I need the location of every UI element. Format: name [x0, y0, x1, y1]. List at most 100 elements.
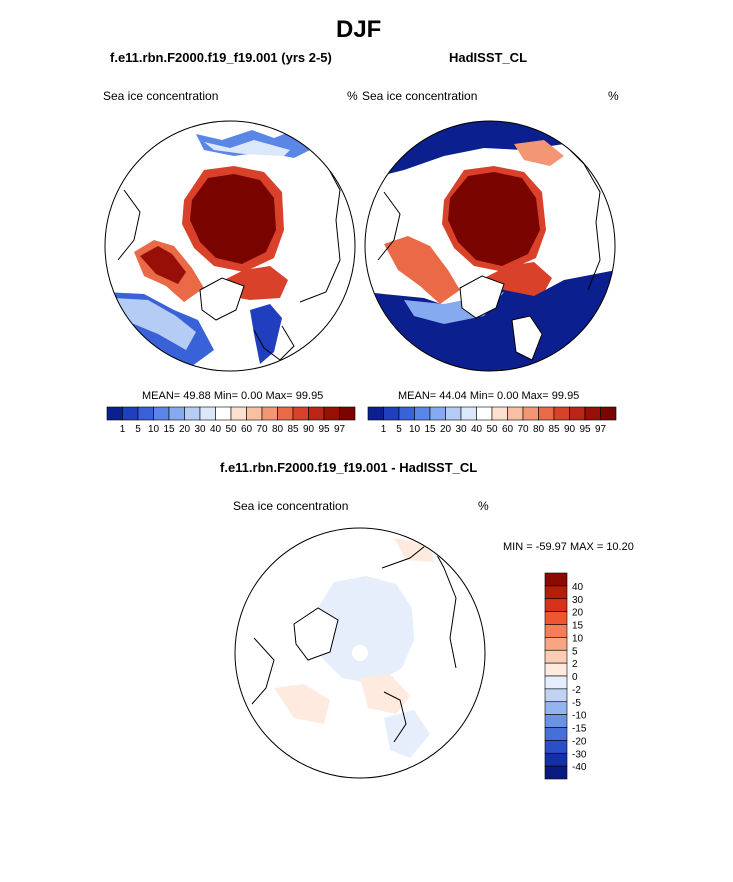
colorbar-swatch — [168, 406, 185, 421]
colorbar-swatch — [199, 406, 216, 421]
panel-right-units: % — [608, 89, 619, 103]
panel-left-units: % — [347, 89, 358, 103]
panel-left-stats: MEAN= 49.88 Min= 0.00 Max= 99.95 — [142, 390, 324, 402]
atlantic-ice-inner — [140, 246, 186, 284]
colorbar-tick-label: 10 — [409, 424, 421, 435]
panel-right-map — [364, 120, 616, 372]
pacific-ice-inner — [204, 140, 290, 156]
colorbar-tick-label: -30 — [572, 749, 587, 760]
colorbar-tick-label: 80 — [272, 424, 284, 435]
colorbar-tick-label: 30 — [455, 424, 467, 435]
colorbar-swatch — [544, 624, 568, 638]
panel-left-colorbar: 1 5 10 15 20 30 40 50 60 70 80 85 90 95 97 — [106, 406, 356, 435]
colorbar-swatch — [106, 406, 123, 421]
colorbar-tick-label: -40 — [572, 762, 587, 773]
colorbar-swatch — [544, 714, 568, 728]
colorbar-swatch — [544, 649, 568, 664]
colorbar-tick-label: 30 — [572, 595, 584, 606]
colorbar-swatch — [246, 406, 263, 421]
atlantic-ice-band — [384, 236, 460, 304]
colorbar-swatch — [398, 406, 415, 421]
colorbar-tick-label: 10 — [148, 424, 160, 435]
colorbar-swatch — [544, 572, 568, 587]
colorbar-swatch — [491, 406, 508, 421]
scandinavia-coastline — [383, 691, 407, 743]
colorbar-tick-label: 90 — [564, 424, 576, 435]
colorbar-tick-label: -10 — [572, 711, 587, 722]
america-coastline — [117, 189, 141, 261]
colorbar-swatch — [544, 752, 568, 767]
colorbar-tick-label: 20 — [179, 424, 191, 435]
colorbar-swatch — [544, 727, 568, 741]
colorbar-tick-label: 97 — [334, 424, 346, 435]
america-coastline — [377, 191, 401, 261]
colorbar-swatch — [553, 406, 570, 421]
colorbar-tick-label: -15 — [572, 724, 587, 735]
colorbar-swatch — [383, 406, 400, 421]
colorbar-swatch — [429, 406, 446, 421]
colorbar-swatch — [544, 637, 568, 651]
panel-right-case-title: HadISST_CL — [449, 50, 528, 65]
colorbar-tick-label: 70 — [517, 424, 529, 435]
colorbar-tick-label: 60 — [241, 424, 253, 435]
colorbar-swatch — [507, 406, 524, 421]
colorbar-swatch — [308, 406, 325, 421]
colorbar-tick-label: 30 — [194, 424, 206, 435]
colorbar-swatch — [544, 701, 568, 715]
colorbar-tick-label: 97 — [595, 424, 607, 435]
colorbar-tick-label: 40 — [471, 424, 483, 435]
colorbar-tick-label: 50 — [225, 424, 237, 435]
colorbar-tick-label: 85 — [548, 424, 560, 435]
colorbar-swatch — [292, 406, 309, 421]
colorbar-tick-label: 15 — [572, 621, 584, 632]
colorbar-swatch — [122, 406, 139, 421]
colorbar-tick-label: 40 — [572, 582, 584, 593]
panel-left-case-title: f.e11.rbn.F2000.f19_f19.001 (yrs 2-5) — [110, 50, 332, 65]
colorbar-swatch — [184, 406, 201, 421]
colorbar-tick-label: 40 — [210, 424, 222, 435]
colorbar-tick-label: 80 — [533, 424, 545, 435]
okhotsk-ice — [250, 304, 282, 364]
colorbar-swatch — [339, 406, 356, 421]
nordic-diff-negative — [384, 710, 430, 758]
colorbar-swatch — [544, 688, 568, 703]
colorbar-tick-label: 5 — [135, 424, 141, 435]
colorbar-swatch — [215, 406, 232, 421]
colorbar-tick-label: 85 — [287, 424, 299, 435]
colorbar-tick-label: 95 — [579, 424, 591, 435]
colorbar-swatch — [522, 406, 539, 421]
colorbar-swatch — [277, 406, 294, 421]
scandinavia-coastline — [253, 325, 295, 361]
america-coastline — [251, 637, 275, 705]
panel-right-colorbar: 1 5 10 15 20 30 40 50 60 70 80 85 90 95 97 — [367, 406, 617, 435]
colorbar-tick-label: 20 — [440, 424, 452, 435]
pole-hole — [352, 645, 368, 661]
panel-left-map — [104, 120, 356, 372]
colorbar-swatch — [414, 406, 431, 421]
colorbar-swatch — [367, 406, 384, 421]
colorbar-swatch — [544, 598, 568, 612]
colorbar-tick-label: 5 — [572, 646, 578, 657]
colorbar-swatch — [544, 585, 568, 600]
colorbar-tick-label: 90 — [303, 424, 315, 435]
barents-diff-positive — [360, 674, 410, 714]
atlantic-diff-positive — [274, 684, 330, 724]
arctic-ice-core — [448, 172, 540, 266]
panel-left-variable-label: Sea ice concentration — [103, 89, 219, 103]
atlantic-marginal-ice-light — [114, 298, 196, 350]
colorbar-swatch — [544, 675, 568, 690]
colorbar-tick-label: 1 — [120, 424, 126, 435]
colorbar-tick-label: 5 — [396, 424, 402, 435]
colorbar-tick-label: 60 — [502, 424, 514, 435]
colorbar-swatch — [261, 406, 278, 421]
colorbar-swatch — [544, 662, 568, 677]
colorbar-swatch — [544, 765, 568, 780]
colorbar-tick-label: 20 — [572, 608, 584, 619]
difference-variable-label: Sea ice concentration — [233, 499, 349, 513]
colorbar-tick-label: -5 — [572, 698, 581, 709]
panel-right-stats: MEAN= 44.04 Min= 0.00 Max= 99.95 — [398, 390, 580, 402]
greenland-land — [293, 607, 339, 661]
colorbar-tick-label: -20 — [572, 736, 587, 747]
atlantic-open-ocean — [365, 270, 615, 371]
